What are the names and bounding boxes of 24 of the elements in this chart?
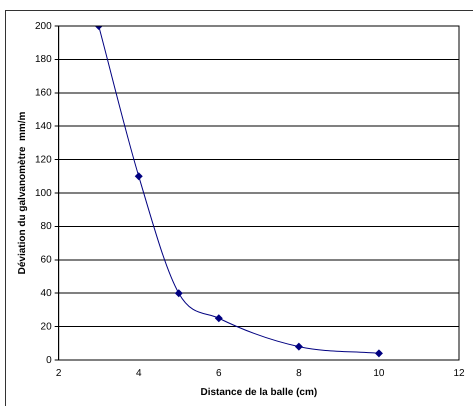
point xyxy=(134,172,143,180)
x-tick-label: 6 xyxy=(216,368,222,379)
y-tick-label: 40 xyxy=(40,288,52,299)
x-tick-label: 12 xyxy=(453,368,465,379)
y-tick-label: 20 xyxy=(40,321,52,332)
y-tick-label: 200 xyxy=(34,20,52,32)
point xyxy=(374,349,383,358)
point xyxy=(174,289,183,298)
y-tick-label: 160 xyxy=(34,88,52,99)
x-tick-label: 2 xyxy=(56,368,62,379)
point xyxy=(294,342,303,351)
y-tick-label: 100 xyxy=(34,188,52,199)
y-tick-label: 140 xyxy=(34,120,52,132)
x-tick-label: 8 xyxy=(296,368,302,379)
y-tick-label: 180 xyxy=(34,54,52,66)
point xyxy=(214,314,223,322)
y-tick-label: 80 xyxy=(40,221,52,232)
x-axis-title: Distance de la balle (cm) xyxy=(200,386,318,398)
x-tick-label: 10 xyxy=(373,368,385,379)
y-tick-label: 120 xyxy=(34,154,52,166)
x-tick-label: 4 xyxy=(136,368,142,379)
y-tick-label: 60 xyxy=(40,254,52,266)
y-axis-title: Déviation du galvanomètre mm/m xyxy=(16,111,28,274)
y-tick-label: 0 xyxy=(46,354,52,366)
